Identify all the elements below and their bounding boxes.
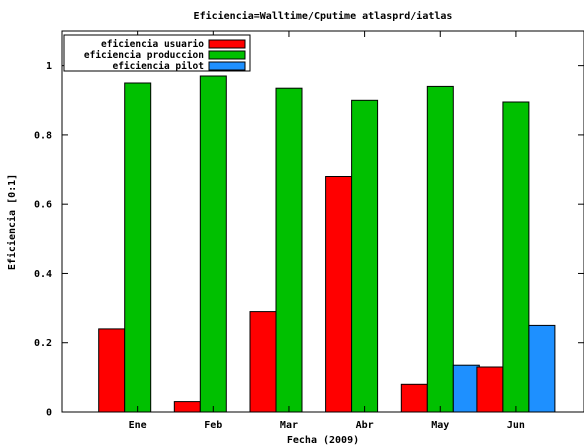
bar-eficiencia-pilot-jun bbox=[528, 324, 556, 413]
y-tick-label: 0.8 bbox=[34, 130, 52, 141]
bar-eficiencia-produccion-feb bbox=[199, 75, 227, 413]
y-tick-label: 1 bbox=[46, 61, 52, 72]
y-axis-label: Eficiencia [0:1] bbox=[6, 174, 18, 270]
bar-eficiencia-pilot-may bbox=[452, 364, 480, 413]
y-ticks: 0 0.2 0.4 0.6 0.8 1 bbox=[34, 61, 584, 419]
bar-eficiencia-produccion-mar bbox=[275, 87, 303, 413]
legend-label: eficiencia produccion bbox=[84, 50, 204, 61]
x-tick-label-ene: Ene bbox=[129, 420, 147, 431]
chart-title: Eficiencia=Walltime/Cputime atlasprd/iat… bbox=[194, 10, 453, 22]
bar-eficiencia-usuario-jun bbox=[476, 366, 504, 413]
bar-eficiencia-usuario-ene bbox=[98, 328, 126, 413]
legend-label: eficiencia usuario bbox=[101, 39, 204, 50]
legend-swatch bbox=[208, 39, 246, 49]
bar-eficiencia-usuario-feb bbox=[173, 401, 201, 413]
x-axis-label: Fecha (2009) bbox=[287, 435, 359, 446]
x-ticks: Ene Feb Mar Abr May Jun bbox=[129, 31, 525, 431]
bar-eficiencia-produccion-may bbox=[426, 85, 454, 413]
legend-label: eficiencia pilot bbox=[112, 61, 204, 72]
x-tick-label-mar: Mar bbox=[280, 420, 298, 431]
bar-eficiencia-produccion-abr bbox=[351, 99, 379, 413]
axes bbox=[61, 30, 584, 413]
plot-frame bbox=[61, 30, 584, 413]
y-tick-label: 0.4 bbox=[34, 269, 52, 280]
bar-eficiencia-usuario-mar bbox=[249, 311, 277, 413]
y-tick-label: 0.2 bbox=[34, 338, 52, 349]
bar-eficiencia-produccion-ene bbox=[124, 82, 152, 413]
x-tick-label-abr: Abr bbox=[356, 420, 374, 431]
y-tick-label: 0.6 bbox=[34, 200, 52, 211]
x-tick-label-jun: Jun bbox=[507, 420, 525, 431]
bar-eficiencia-usuario-may bbox=[400, 383, 428, 413]
bar-eficiencia-usuario-abr bbox=[325, 176, 353, 413]
x-tick-label-may: May bbox=[431, 420, 449, 431]
bars bbox=[98, 75, 556, 413]
bar-eficiencia-produccion-jun bbox=[502, 101, 530, 413]
legend-swatch bbox=[208, 61, 246, 71]
x-tick-label-feb: Feb bbox=[204, 420, 222, 431]
y-tick-label: 0 bbox=[46, 408, 52, 419]
legend-swatch bbox=[208, 50, 246, 60]
